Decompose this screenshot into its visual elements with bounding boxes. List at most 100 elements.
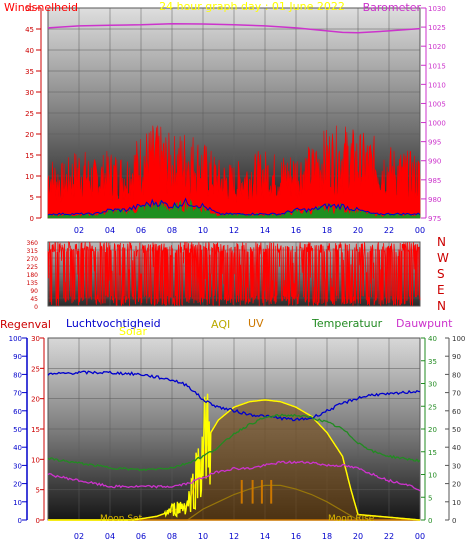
direction-tick-label: 180 bbox=[27, 272, 39, 279]
y-tick-right-label: 995 bbox=[428, 139, 441, 147]
aqi-label: AQI bbox=[211, 318, 230, 331]
rain-tick-label: 40 bbox=[13, 444, 22, 452]
compass-n-bottom: N bbox=[437, 299, 446, 313]
solar-tick-label: 40 bbox=[452, 444, 461, 452]
series-dewpoint bbox=[47, 460, 421, 492]
temp-tick-label: 25 bbox=[428, 403, 437, 411]
x-tick-label: 08 bbox=[167, 532, 177, 541]
solar-tick-label: 30 bbox=[452, 462, 461, 470]
y-tick-left-label: 50 bbox=[25, 5, 34, 13]
y-tick-right-label: 1030 bbox=[428, 5, 446, 13]
axis-layer: 0510152025303540455097598098599099510001… bbox=[9, 5, 466, 541]
series-solar bbox=[48, 393, 421, 521]
chart-title: 24 hour graph day : 01 June 2022 bbox=[159, 0, 345, 13]
rain-tick-label: 100 bbox=[9, 335, 22, 343]
y-tick-right-label: 1000 bbox=[428, 120, 446, 128]
dewpoint-label: Dauwpunt bbox=[396, 317, 453, 330]
data-layer bbox=[47, 22, 421, 521]
compass-w: W bbox=[437, 251, 449, 265]
wind-speed-label: Windsnelheid bbox=[4, 1, 78, 14]
x-tick-label: 06 bbox=[136, 532, 146, 541]
solar-tick-label: 70 bbox=[452, 390, 461, 398]
y-tick-right-label: 980 bbox=[428, 196, 441, 204]
x-tick-label: 14 bbox=[260, 226, 270, 235]
dewpoint-tick-label: 25 bbox=[31, 365, 40, 373]
temp-tick-label: 30 bbox=[428, 381, 437, 389]
series-temperature bbox=[47, 413, 421, 472]
y-tick-left-label: 30 bbox=[25, 89, 34, 97]
y-tick-right-label: 1005 bbox=[428, 100, 446, 108]
solar-tick-label: 0 bbox=[452, 517, 456, 525]
compass-n-top: N bbox=[437, 235, 446, 249]
direction-tick-label: 360 bbox=[27, 240, 39, 247]
y-tick-left-label: 20 bbox=[25, 131, 34, 139]
series-wind-direction bbox=[47, 240, 421, 306]
temp-tick-label: 35 bbox=[428, 358, 437, 366]
x-tick-label: 04 bbox=[105, 532, 115, 541]
y-tick-left-label: 10 bbox=[25, 173, 34, 181]
x-tick-label: 16 bbox=[291, 532, 301, 541]
temp-tick-label: 15 bbox=[428, 449, 437, 457]
x-tick-label: 14 bbox=[260, 532, 270, 541]
temp-tick-label: 0 bbox=[428, 517, 432, 525]
solar-tick-label: 100 bbox=[452, 335, 465, 343]
series-barometer bbox=[47, 22, 421, 34]
x-tick-label: 20 bbox=[353, 532, 363, 541]
direction-tick-label: 135 bbox=[27, 280, 39, 287]
x-tick-label: 20 bbox=[353, 226, 363, 235]
y-tick-right-label: 975 bbox=[428, 215, 441, 223]
x-tick-label: 16 bbox=[291, 226, 301, 235]
x-tick-label: 02 bbox=[74, 532, 84, 541]
y-tick-right-label: 1025 bbox=[428, 24, 446, 32]
y-tick-right-label: 1015 bbox=[428, 62, 446, 70]
temp-tick-label: 40 bbox=[428, 335, 437, 343]
dewpoint-tick-label: 5 bbox=[36, 487, 40, 495]
y-tick-right-label: 1010 bbox=[428, 81, 446, 89]
moon-set-annotation: Moon Set bbox=[100, 514, 143, 524]
rain-tick-label: 80 bbox=[13, 371, 22, 379]
temp-tick-label: 20 bbox=[428, 426, 437, 434]
rain-tick-label: 20 bbox=[13, 481, 22, 489]
y-tick-right-label: 990 bbox=[428, 158, 441, 166]
rain-tick-label: 30 bbox=[13, 462, 22, 470]
y-tick-left-label: 45 bbox=[25, 26, 34, 34]
x-tick-label: 06 bbox=[136, 226, 146, 235]
rainfall-label: Regenval bbox=[0, 318, 51, 331]
solar-tick-label: 90 bbox=[452, 353, 461, 361]
compass-s: S bbox=[437, 267, 445, 281]
solar-tick-label: 20 bbox=[452, 481, 461, 489]
x-tick-label: 10 bbox=[198, 226, 208, 235]
dewpoint-tick-label: 0 bbox=[36, 517, 40, 525]
rain-tick-label: 90 bbox=[13, 353, 22, 361]
x-tick-label: 02 bbox=[74, 226, 84, 235]
series-gust bbox=[47, 125, 421, 219]
y-tick-right-label: 985 bbox=[428, 177, 441, 185]
rain-tick-label: 70 bbox=[13, 390, 22, 398]
x-tick-label: 18 bbox=[322, 226, 332, 235]
solar-tick-label: 10 bbox=[452, 499, 461, 507]
x-tick-label: 00 bbox=[415, 226, 425, 235]
solar-tick-label: 50 bbox=[452, 426, 461, 434]
rain-tick-label: 50 bbox=[13, 426, 22, 434]
direction-tick-label: 225 bbox=[27, 264, 39, 271]
direction-tick-label: 90 bbox=[30, 288, 38, 295]
solar-label: Solar bbox=[119, 325, 148, 338]
x-tick-label: 12 bbox=[229, 532, 239, 541]
series-humidity bbox=[47, 370, 421, 422]
x-tick-label: 10 bbox=[198, 532, 208, 541]
temp-tick-label: 5 bbox=[428, 494, 432, 502]
rain-tick-label: 60 bbox=[13, 408, 22, 416]
solar-tick-label: 60 bbox=[452, 408, 461, 416]
temperature-label: Temperatuur bbox=[311, 317, 383, 330]
direction-tick-label: 315 bbox=[27, 248, 39, 255]
direction-tick-label: 45 bbox=[30, 296, 38, 303]
y-tick-left-label: 0 bbox=[30, 215, 34, 223]
y-tick-left-label: 25 bbox=[25, 110, 34, 118]
uv-label: UV bbox=[248, 317, 264, 330]
solar-tick-label: 80 bbox=[452, 371, 461, 379]
x-tick-label: 00 bbox=[415, 532, 425, 541]
direction-tick-label: 0 bbox=[34, 304, 38, 311]
moon-rise-annotation: Moon Rise bbox=[328, 514, 375, 524]
rain-tick-label: 0 bbox=[18, 517, 22, 525]
